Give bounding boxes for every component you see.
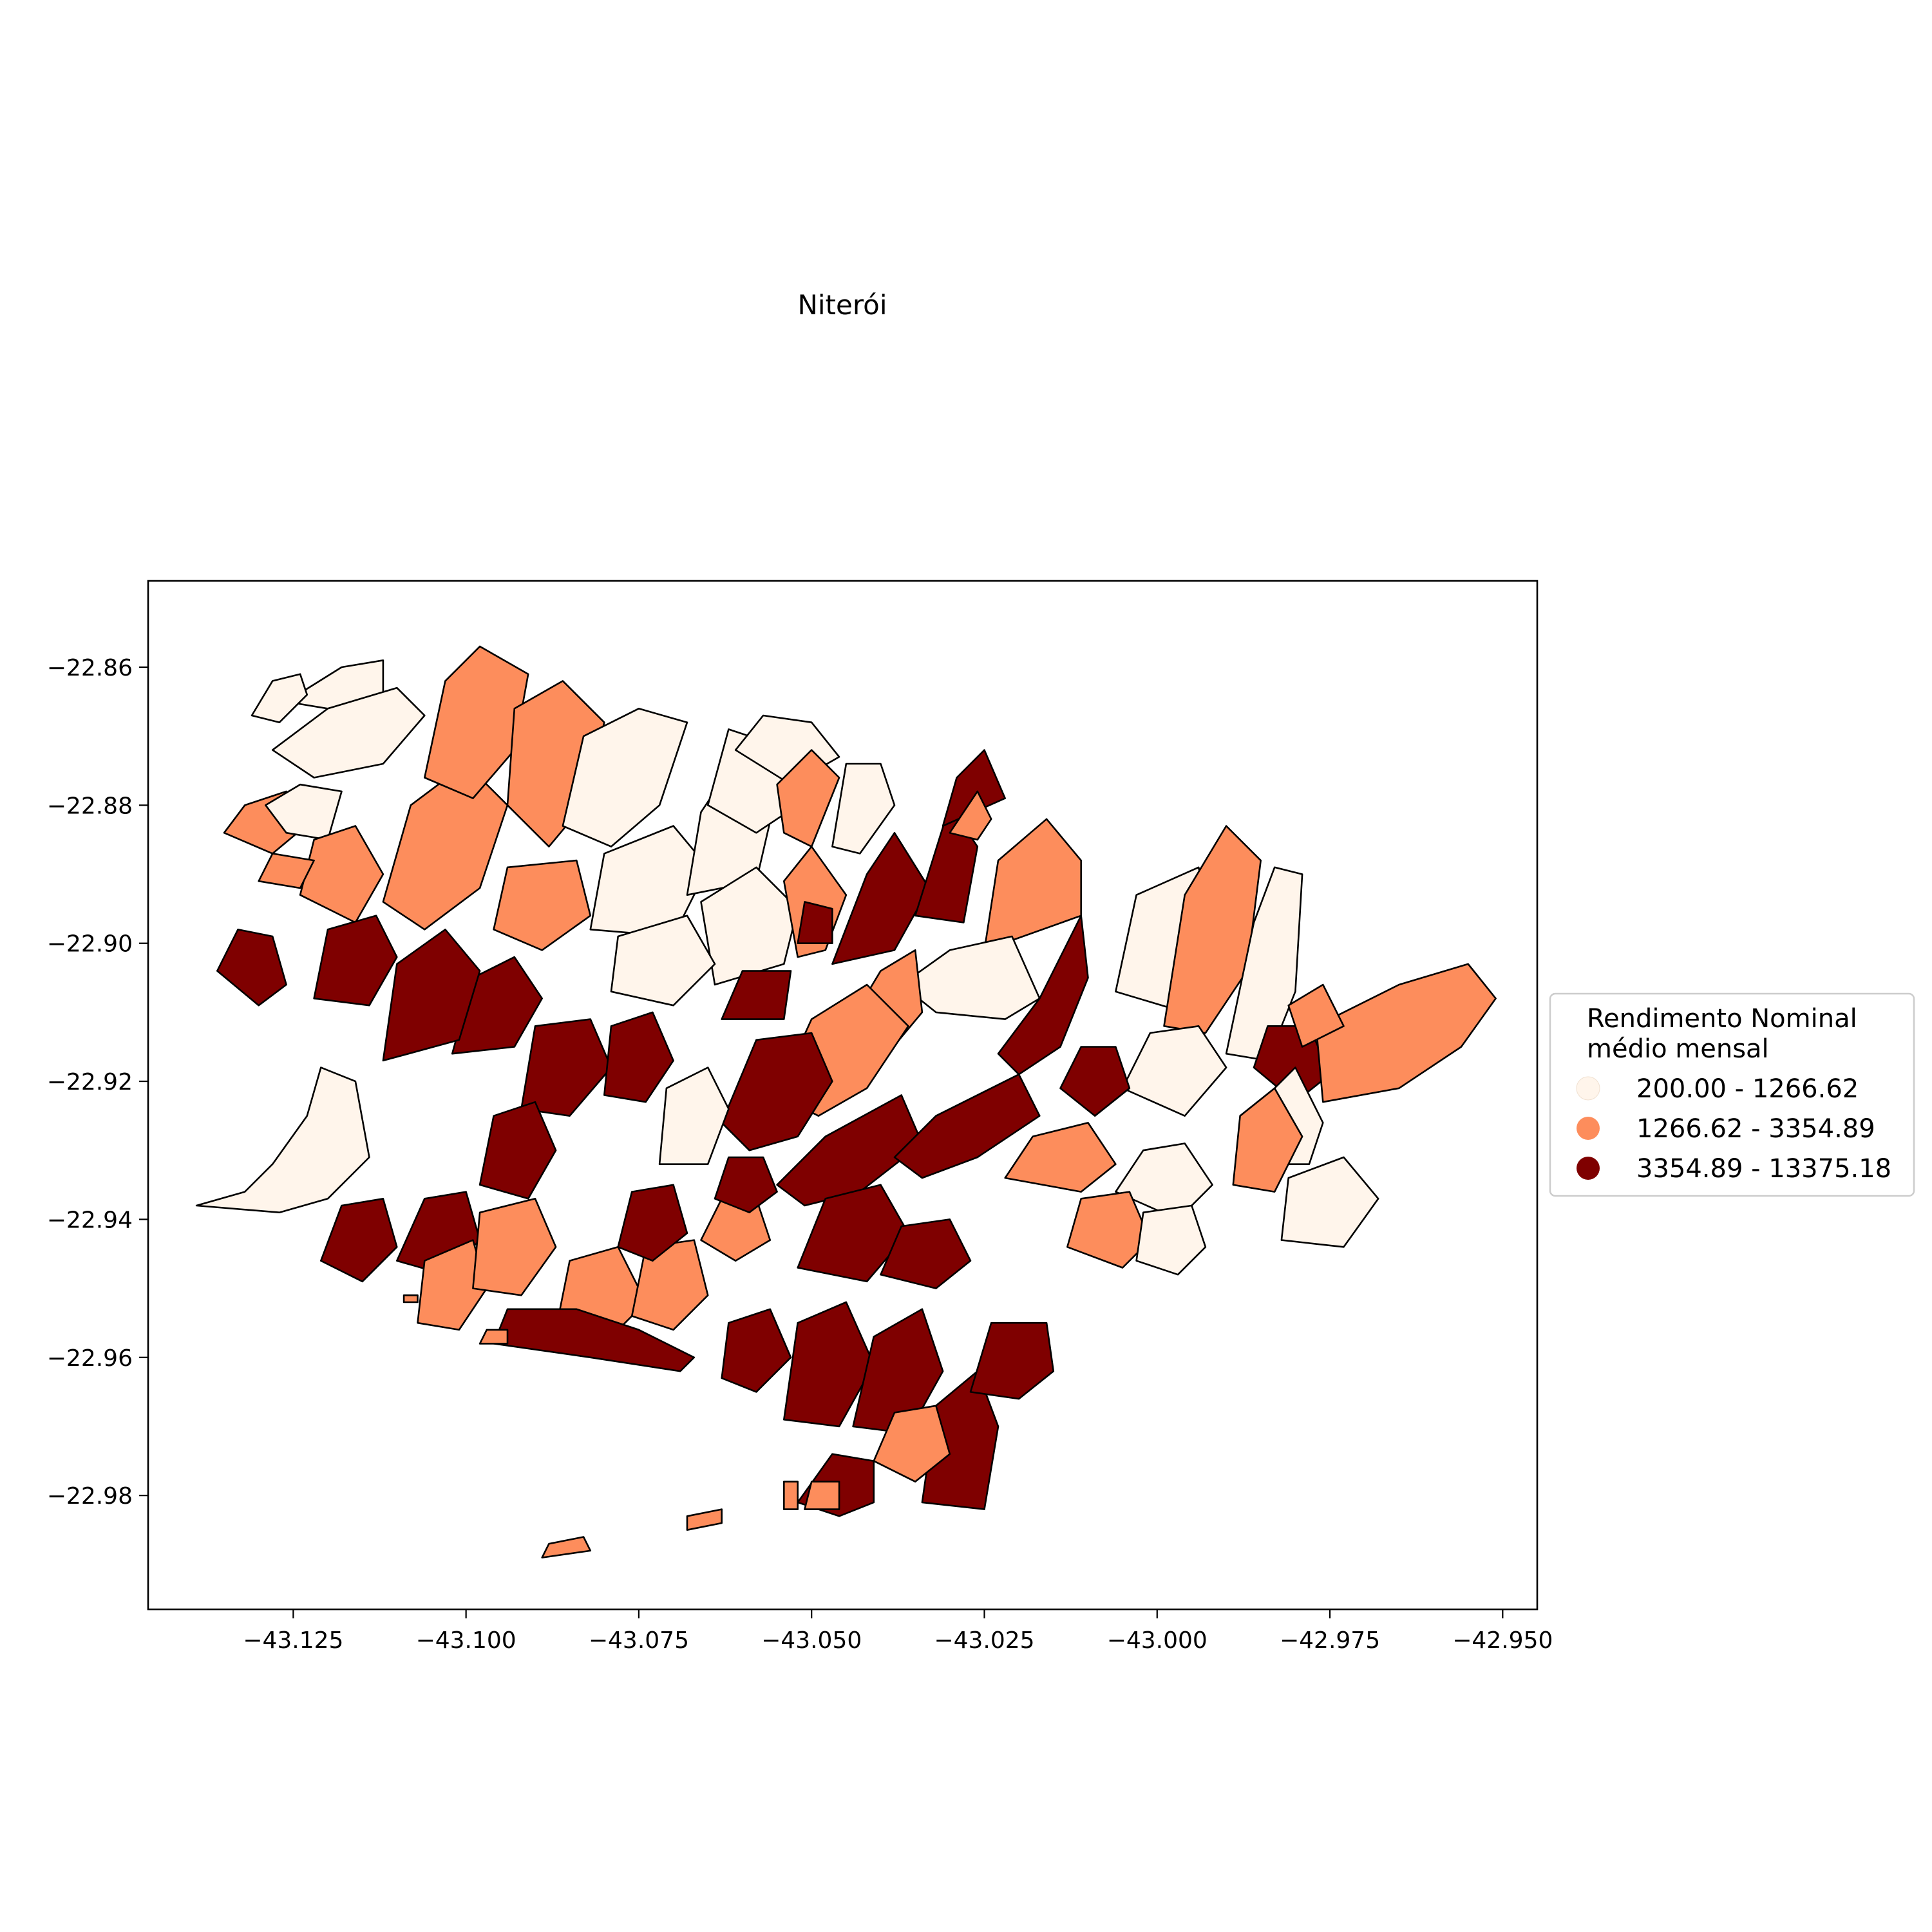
tract-mid-25 <box>949 790 992 841</box>
y-tick-label: −22.94 <box>47 1207 133 1233</box>
tract-low-18 <box>610 914 716 1007</box>
x-tick-label: −42.975 <box>1280 1627 1380 1654</box>
y-tick-label: −22.92 <box>47 1069 133 1095</box>
tract-mid-80 <box>541 1536 592 1558</box>
tract-high-53 <box>216 929 287 1007</box>
tract-mid-7 <box>423 645 529 799</box>
tract-high-69 <box>493 1308 696 1372</box>
tract-mid-31 <box>1163 825 1262 1034</box>
legend: Rendimento Nominal médio mensal 200.00 -… <box>1549 992 1915 1197</box>
tract-high-46 <box>721 1032 833 1151</box>
legend-swatch-high <box>1577 1157 1600 1180</box>
tract-high-70 <box>721 1308 792 1393</box>
tract-low-61 <box>195 1066 370 1213</box>
x-tick-label: −43.075 <box>589 1627 689 1654</box>
legend-label-mid: 1266.62 - 3354.89 <box>1636 1114 1875 1144</box>
tract-mid-60 <box>472 1198 557 1296</box>
tract-mid-40 <box>1004 1122 1117 1193</box>
tract-mid-82 <box>402 1294 419 1303</box>
tract-high-71 <box>783 1301 875 1428</box>
x-tick-label: −43.050 <box>761 1627 862 1654</box>
legend-label-high: 3354.89 - 13375.18 <box>1636 1154 1891 1184</box>
tract-high-42 <box>1059 1046 1131 1117</box>
tract-mid-81 <box>478 1329 509 1345</box>
tract-mid-36 <box>1287 983 1345 1048</box>
tract-mid-83 <box>258 853 315 889</box>
tract-high-52 <box>313 914 398 1007</box>
tract-mid-79 <box>686 1508 723 1531</box>
tract-low-9 <box>562 708 688 848</box>
tract-low-0 <box>285 659 384 710</box>
tract-mid-77 <box>804 1481 840 1510</box>
tract-low-4 <box>265 783 343 841</box>
tract-high-55 <box>603 1011 674 1103</box>
tract-high-51 <box>382 929 481 1062</box>
tract-low-49 <box>658 1066 730 1165</box>
tract-high-58 <box>319 1198 398 1283</box>
legend-label-low: 200.00 - 1266.62 <box>1636 1074 1859 1104</box>
y-tick-label: −22.96 <box>47 1345 133 1372</box>
tract-mid-75 <box>873 1405 951 1482</box>
x-tick-label: −43.100 <box>416 1627 516 1654</box>
tract-high-20 <box>797 901 833 944</box>
map-title: Niterói <box>797 289 887 321</box>
tract-high-68 <box>880 1218 972 1289</box>
tract-mid-38 <box>1232 1087 1303 1193</box>
tract-low-17 <box>700 866 799 986</box>
x-axis: −43.125 −43.100 −43.075 −43.050 −43.025 −43.0… <box>243 1609 1553 1654</box>
legend-swatch-mid <box>1577 1117 1600 1140</box>
tract-high-22 <box>831 831 930 965</box>
x-tick-label: −42.950 <box>1452 1627 1553 1654</box>
tract-mid-15 <box>776 749 840 848</box>
tract-low-39 <box>1280 1156 1379 1248</box>
legend-title-line2: médio mensal <box>1587 1034 1769 1064</box>
tract-high-56 <box>478 1101 557 1200</box>
y-tick-label: −22.90 <box>47 931 133 958</box>
legend-box <box>1549 992 1915 1197</box>
x-tick-label: −43.025 <box>934 1627 1034 1654</box>
tract-high-54 <box>520 1018 612 1117</box>
tract-mid-78 <box>783 1481 799 1510</box>
census-tracts <box>195 645 1497 1558</box>
y-tick-label: −22.98 <box>47 1483 133 1510</box>
tract-high-64 <box>617 1184 688 1262</box>
tract-mid-26 <box>983 818 1082 951</box>
x-tick-label: −43.000 <box>1107 1627 1208 1654</box>
tract-low-44 <box>1135 1204 1207 1276</box>
tract-low-16 <box>831 762 896 855</box>
tract-mid-63 <box>630 1239 709 1331</box>
tract-low-2 <box>271 687 426 779</box>
y-axis: −22.86 −22.88 −22.90 −22.92 −22.94 −22.96 −22.… <box>47 655 148 1510</box>
tract-high-21 <box>721 970 792 1020</box>
y-tick-label: −22.86 <box>47 655 133 681</box>
legend-swatch-low <box>1576 1076 1600 1101</box>
tract-mid-5 <box>299 825 384 923</box>
tract-mid-10 <box>493 859 592 951</box>
tract-mid-65 <box>700 1198 772 1262</box>
tract-mid-43 <box>1066 1191 1151 1269</box>
plot-frame <box>147 580 1539 1611</box>
tract-high-67 <box>797 1184 909 1283</box>
tract-low-1 <box>251 673 308 723</box>
legend-title-line1: Rendimento Nominal <box>1587 1004 1857 1034</box>
tract-low-33 <box>1121 1025 1227 1117</box>
tract-high-66 <box>714 1156 778 1213</box>
tract-high-74 <box>969 1321 1055 1400</box>
tract-high-48 <box>893 1074 1041 1179</box>
y-tick-label: −22.88 <box>47 793 133 819</box>
x-tick-label: −43.125 <box>243 1627 343 1654</box>
